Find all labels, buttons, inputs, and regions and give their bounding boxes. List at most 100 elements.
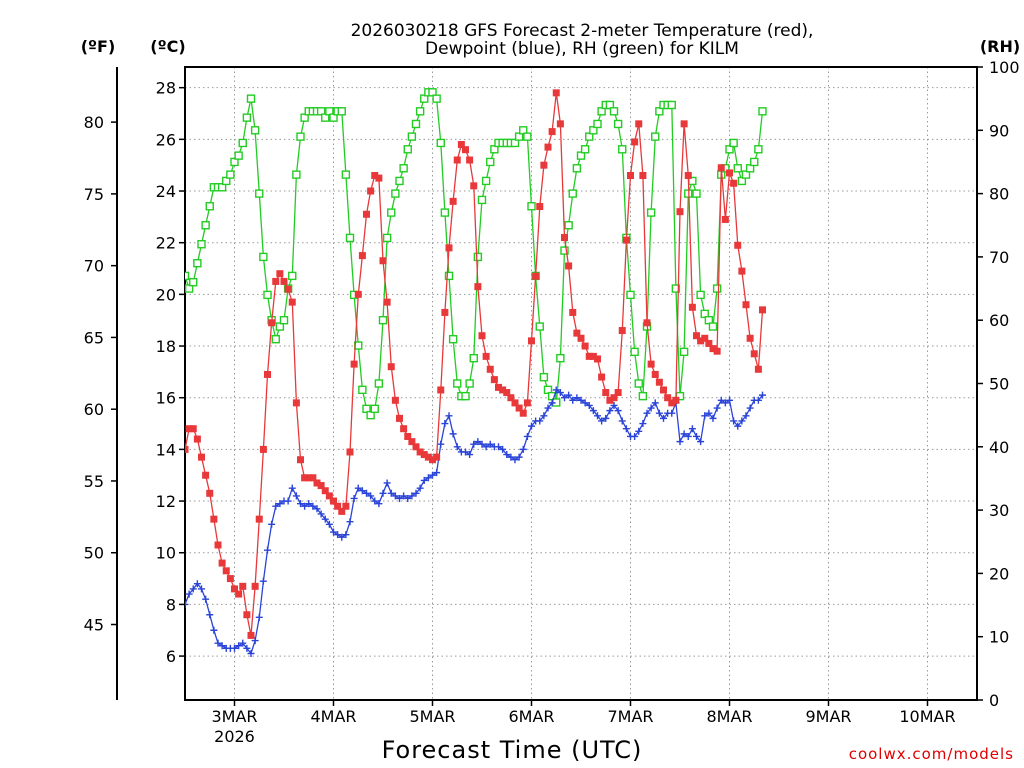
dewpoint-point-96 bbox=[577, 396, 585, 404]
dewpoint-point-63 bbox=[441, 420, 449, 428]
temperature-point-96 bbox=[577, 334, 585, 342]
temperature-point-87 bbox=[540, 161, 548, 169]
temperature-point-28 bbox=[297, 456, 304, 464]
celsius-unit-label: (ºC) bbox=[150, 37, 185, 56]
dewpoint-point-98 bbox=[585, 401, 593, 409]
temperature-point-72 bbox=[478, 332, 486, 340]
dewpoint-point-46 bbox=[371, 497, 379, 505]
temperature-point-138 bbox=[750, 350, 758, 358]
dewpoint-point-23 bbox=[276, 500, 284, 508]
dewpoint-point-8 bbox=[214, 639, 222, 647]
dewpoint-point-30 bbox=[305, 500, 313, 508]
dewpoint-point-27 bbox=[292, 492, 300, 500]
rh-point-22 bbox=[271, 334, 280, 344]
dewpoint-point-83 bbox=[523, 432, 531, 440]
temperature-point-124 bbox=[693, 332, 700, 340]
temperature-point-33 bbox=[317, 482, 325, 490]
temperature-point-100 bbox=[594, 355, 601, 363]
dewpoint-point-115 bbox=[655, 409, 663, 417]
rh-tick-label: 60 bbox=[989, 311, 1009, 330]
temperature-point-106 bbox=[618, 327, 626, 335]
temperature-point-125 bbox=[697, 337, 705, 345]
rh-point-109 bbox=[630, 347, 639, 357]
rh-point-6 bbox=[205, 202, 214, 211]
temperature-point-43 bbox=[358, 252, 366, 260]
rh-point-17 bbox=[250, 126, 260, 135]
rh-point-3 bbox=[193, 259, 202, 268]
dewpoint-point-13 bbox=[235, 642, 243, 650]
celsius-tick-label: 18 bbox=[156, 337, 176, 356]
temperature-point-16 bbox=[247, 631, 255, 639]
dewpoint-point-34 bbox=[321, 515, 329, 523]
dewpoint-point-124 bbox=[693, 432, 700, 440]
dewpoint-point-68 bbox=[462, 448, 469, 456]
temperature-point-82 bbox=[519, 409, 527, 417]
dewpoint-point-80 bbox=[511, 456, 519, 464]
temperature-point-117 bbox=[664, 394, 672, 402]
rh-point-18 bbox=[255, 189, 264, 198]
rh-point-100 bbox=[593, 119, 602, 129]
rh-tick-label: 100 bbox=[989, 58, 1020, 77]
temperature-point-55 bbox=[408, 438, 416, 446]
dewpoint-point-84 bbox=[528, 422, 535, 430]
temperature-point-137 bbox=[746, 334, 754, 342]
temperature-point-12 bbox=[231, 585, 238, 593]
rh-point-5 bbox=[201, 221, 210, 230]
temperature-point-41 bbox=[350, 360, 358, 368]
temperature-point-132 bbox=[726, 169, 733, 177]
temperature-point-108 bbox=[627, 172, 634, 180]
time-tick-label: 9MAR bbox=[805, 707, 851, 726]
rh-point-124 bbox=[692, 189, 701, 198]
dewpoint-point-7 bbox=[210, 626, 218, 634]
dewpoint-point-35 bbox=[325, 520, 333, 528]
rh-point-63 bbox=[440, 208, 450, 217]
celsius-tick-label: 6 bbox=[166, 647, 176, 666]
rh-tick-label: 70 bbox=[989, 248, 1009, 267]
temperature-point-3 bbox=[193, 435, 201, 443]
rh-point-13 bbox=[234, 151, 243, 160]
dewpoint-point-122 bbox=[684, 432, 692, 440]
rh-point-57 bbox=[415, 107, 425, 116]
rh-point-125 bbox=[696, 290, 705, 300]
dewpoint-point-28 bbox=[297, 500, 304, 508]
fahrenheit-tick-label: 80 bbox=[84, 113, 104, 132]
temperature-point-77 bbox=[499, 386, 507, 394]
time-tick-label: 3MAR bbox=[211, 707, 257, 726]
rh-point-20 bbox=[263, 290, 272, 300]
temperature-point-64 bbox=[445, 244, 453, 252]
temperature-point-84 bbox=[528, 337, 535, 345]
rh-point-66 bbox=[453, 379, 462, 388]
dewpoint-point-48 bbox=[379, 489, 387, 497]
dewpoint-point-53 bbox=[400, 492, 408, 500]
dewpoint-point-114 bbox=[651, 399, 659, 407]
temperature-point-85 bbox=[532, 272, 540, 280]
rh-point-111 bbox=[638, 391, 648, 401]
temperature-point-123 bbox=[688, 303, 696, 311]
dewpoint-point-6 bbox=[206, 611, 214, 619]
celsius-tick-label: 24 bbox=[156, 182, 176, 201]
dewpoint-point-37 bbox=[334, 531, 342, 539]
temperature-point-8 bbox=[214, 541, 222, 549]
rh-tick-label: 40 bbox=[989, 438, 1009, 457]
temperature-point-45 bbox=[367, 187, 375, 195]
dewpoint-point-107 bbox=[622, 425, 630, 433]
rh-point-70 bbox=[469, 353, 478, 363]
fahrenheit-tick-label: 70 bbox=[84, 257, 104, 276]
temperature-point-15 bbox=[243, 611, 251, 619]
dewpoint-point-18 bbox=[255, 613, 263, 621]
fahrenheit-tick-label: 45 bbox=[84, 615, 104, 634]
dewpoint-point-94 bbox=[569, 396, 577, 404]
dewpoint-point-128 bbox=[709, 414, 717, 422]
temperature-point-9 bbox=[218, 559, 226, 567]
celsius-tick-label: 26 bbox=[156, 130, 176, 149]
dewpoint-point-129 bbox=[713, 404, 721, 412]
temperature-point-140 bbox=[759, 306, 766, 314]
temperature-point-13 bbox=[235, 590, 243, 598]
dewpoint-point-116 bbox=[660, 414, 667, 422]
rh-tick-label: 0 bbox=[989, 691, 999, 710]
temperature-point-40 bbox=[346, 448, 354, 456]
rh-point-84 bbox=[527, 202, 536, 211]
dewpoint-series bbox=[185, 386, 766, 657]
dewpoint-point-89 bbox=[548, 399, 556, 407]
dewpoint-point-45 bbox=[367, 492, 375, 500]
